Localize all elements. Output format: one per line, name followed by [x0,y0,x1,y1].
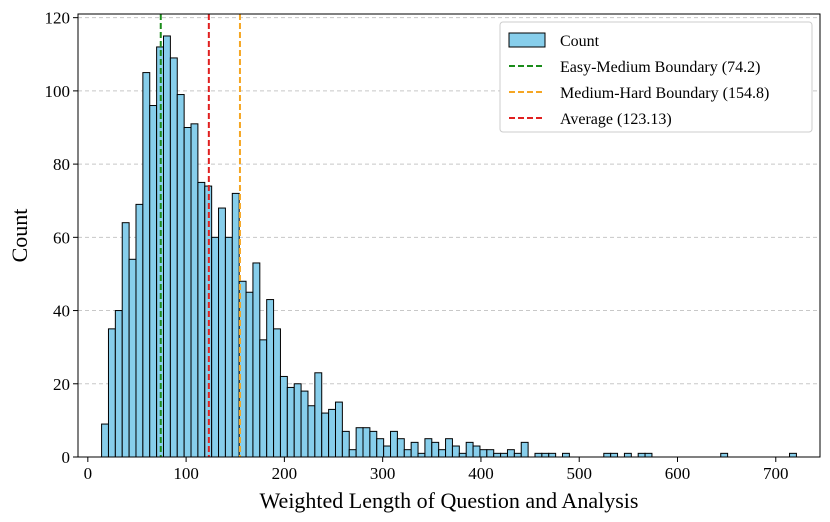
histogram-bar [293,383,302,458]
y-tick-label: 100 [45,82,71,101]
histogram-bar [321,412,330,458]
legend-swatch-count [508,32,546,48]
y-axis-ticks: 0 20 40 60 80 100 120 [45,9,78,467]
x-tick-label: 600 [665,464,691,483]
histogram-bar [623,452,632,458]
x-axis-title: Weighted Length of Question and Analysis [260,488,639,513]
plot-frame [77,13,821,458]
histogram-bar [121,222,130,458]
histogram-bar [334,401,343,458]
x-tick-label: 200 [272,464,298,483]
histogram-bar [362,427,371,458]
y-tick-label: 120 [45,9,71,28]
legend-box [499,21,813,133]
histogram-bar [259,339,268,458]
histogram-bar [252,262,261,458]
histogram-bar [548,452,557,458]
histogram-bar [451,445,460,458]
histogram-bar [231,192,240,458]
x-tick-label: 700 [763,464,789,483]
x-tick-label: 100 [173,464,199,483]
reference-lines [159,14,241,457]
histogram-bar [465,441,474,458]
histogram-bar [369,430,378,458]
x-tick-label: 0 [84,464,93,483]
histogram-bar [376,438,385,458]
histogram-bar [431,441,440,458]
histogram-bar [403,449,412,458]
y-tick-label: 20 [53,375,70,394]
histogram-bar [169,57,178,458]
histogram-bar [479,449,488,458]
histogram-bar [266,299,275,458]
histogram-bar [396,438,405,458]
histogram-bar [341,430,350,458]
histogram-bar [438,449,447,458]
histogram-bar [211,236,220,458]
histogram-bar [355,427,364,458]
histogram-bar [789,452,797,458]
x-tick-label: 400 [468,464,494,483]
histogram-bar [286,386,295,458]
y-tick-label: 40 [53,302,70,321]
histogram-bar [197,181,206,458]
histogram-bar [149,105,158,458]
y-tick-label: 80 [53,155,70,174]
histogram-bar [218,207,226,458]
histogram-bar [307,405,316,458]
histogram-bar [142,72,151,458]
histogram-bar [520,441,529,458]
y-axis-title: Count [7,209,32,263]
histogram-bar [720,452,729,458]
legend-label-medium-hard: Medium-Hard Boundary (154.8) [560,85,769,102]
histogram-bar [190,123,199,458]
histogram-bar [610,452,619,458]
histogram-bar [500,452,508,458]
histogram-bar [114,310,123,458]
histogram-bar [637,452,646,458]
histogram-bar [101,423,109,458]
histogram-bar [417,452,426,458]
legend: Count Easy-Medium Boundary (74.2) Medium… [499,21,813,133]
histogram-bar [603,452,612,458]
histogram-bar [176,94,185,458]
histogram-bar [424,438,433,458]
histogram-bar [224,236,233,458]
histogram-bar [163,35,171,458]
histogram-bar [644,452,653,458]
x-tick-label: 500 [566,464,592,483]
y-tick-label: 60 [53,228,70,247]
histogram-bar [410,441,419,458]
histogram-bar [300,390,309,458]
histogram-bar [128,258,137,458]
legend-label-easy-medium: Easy-Medium Boundary (74.2) [560,59,760,76]
y-tick-label: 0 [62,448,71,467]
legend-label-count: Count [560,33,600,50]
histogram-bar [458,452,467,458]
histogram-bar [534,452,543,458]
histogram-bar [445,438,453,458]
histogram-bar [493,452,502,458]
histogram-bar [541,452,550,458]
histogram-bar [348,449,357,458]
histogram-bar [562,452,570,458]
histogram-bar [107,328,116,458]
histogram-bar [513,452,522,458]
histogram-bar [273,328,281,458]
histogram-bar [383,445,392,458]
histogram-bar [314,372,323,458]
x-tick-label: 300 [370,464,396,483]
legend-label-average: Average (123.13) [560,111,672,128]
histogram-bar [472,445,481,458]
histogram-bar [135,203,144,458]
histogram-bar [486,449,495,458]
histogram-bar [328,408,336,458]
histogram-bar [245,291,254,458]
histogram-bar [183,126,192,458]
x-axis-ticks: 0 100 200 300 400 500 600 700 [84,457,789,483]
histogram-bar [279,375,288,458]
histogram-bar [390,430,398,458]
histogram-bar [506,449,515,458]
